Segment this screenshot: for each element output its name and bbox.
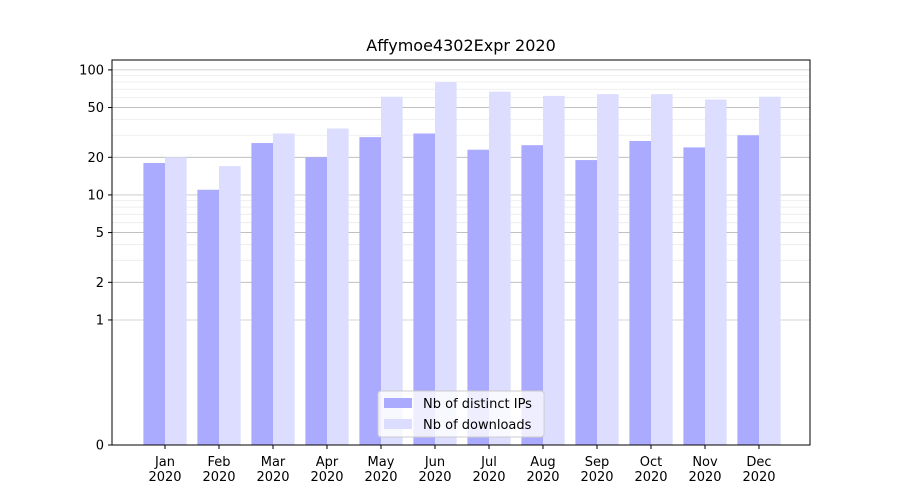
x-tick-label: Jan	[154, 455, 175, 470]
bar-distinct-ips	[467, 149, 489, 446]
x-tick-label: 2020	[148, 470, 181, 485]
y-axis-ticks: 0 1 2 5 10 20 50 100	[79, 63, 112, 454]
bar-distinct-ips	[737, 135, 759, 445]
bar-downloads	[759, 96, 781, 445]
y-tick-label: 100	[79, 63, 104, 78]
y-tick-label: 10	[87, 188, 104, 203]
y-tick-label: 50	[87, 101, 104, 116]
x-tick-label: 2020	[526, 470, 559, 485]
x-tick-label: May	[368, 455, 395, 470]
bar-distinct-ips	[521, 145, 543, 445]
bar-distinct-ips	[575, 160, 597, 445]
legend-label: Nb of distinct IPs	[423, 397, 532, 412]
bar-downloads	[489, 91, 511, 445]
bar-downloads	[651, 94, 673, 446]
x-tick-label: 2020	[256, 470, 289, 485]
x-tick-label: Feb	[207, 455, 230, 470]
bar-distinct-ips	[305, 157, 327, 445]
x-tick-label: Oct	[640, 455, 662, 470]
bar-distinct-ips	[359, 137, 381, 445]
legend-label: Nb of downloads	[423, 418, 532, 433]
x-tick-label: 2020	[364, 470, 397, 485]
x-tick-label: Jun	[424, 455, 445, 470]
bar-downloads	[435, 82, 457, 445]
legend-box	[377, 390, 545, 438]
bar-downloads	[273, 133, 295, 445]
bars	[143, 82, 781, 446]
chart-title: Affymoe4302Expr 2020	[366, 36, 556, 55]
x-tick-label: 2020	[742, 470, 775, 485]
x-tick-label: 2020	[688, 470, 721, 485]
y-tick-label: 2	[96, 276, 104, 291]
x-tick-label: Apr	[316, 455, 339, 470]
bar-downloads	[705, 99, 727, 446]
x-tick-label: 2020	[310, 470, 343, 485]
y-tick-label: 20	[87, 151, 104, 166]
bar-distinct-ips	[251, 143, 273, 445]
x-tick-label: 2020	[580, 470, 613, 485]
x-tick-label: Aug	[530, 455, 555, 470]
bar-downloads	[327, 128, 349, 445]
bar-downloads	[219, 166, 241, 445]
x-tick-label: 2020	[472, 470, 505, 485]
x-tick-label: Nov	[692, 455, 718, 470]
bar-downloads	[165, 157, 187, 445]
x-tick-label: Mar	[261, 455, 286, 470]
legend: Nb of distinct IPs Nb of downloads	[377, 390, 545, 438]
y-tick-label: 1	[96, 313, 104, 328]
x-axis-ticks: Jan2020Feb2020Mar2020Apr2020May2020Jun20…	[148, 445, 776, 485]
bar-distinct-ips	[683, 147, 705, 446]
y-tick-label: 0	[96, 439, 104, 454]
bar-distinct-ips	[197, 189, 219, 445]
bar-downloads	[543, 95, 565, 446]
bar-distinct-ips	[629, 140, 651, 445]
legend-swatch	[384, 419, 412, 429]
x-tick-label: Jul	[480, 455, 497, 470]
bar-distinct-ips	[143, 163, 165, 445]
axes-frame	[111, 59, 811, 446]
bar-downloads	[381, 96, 403, 445]
x-tick-label: 2020	[202, 470, 235, 485]
x-tick-label: 2020	[634, 470, 667, 485]
bar-downloads	[597, 94, 619, 446]
x-tick-label: Sep	[585, 455, 610, 470]
bar-distinct-ips	[413, 133, 435, 445]
legend-swatch	[384, 398, 412, 408]
x-tick-label: 2020	[418, 470, 451, 485]
y-tick-label: 5	[96, 226, 104, 241]
x-tick-label: Dec	[746, 455, 771, 470]
